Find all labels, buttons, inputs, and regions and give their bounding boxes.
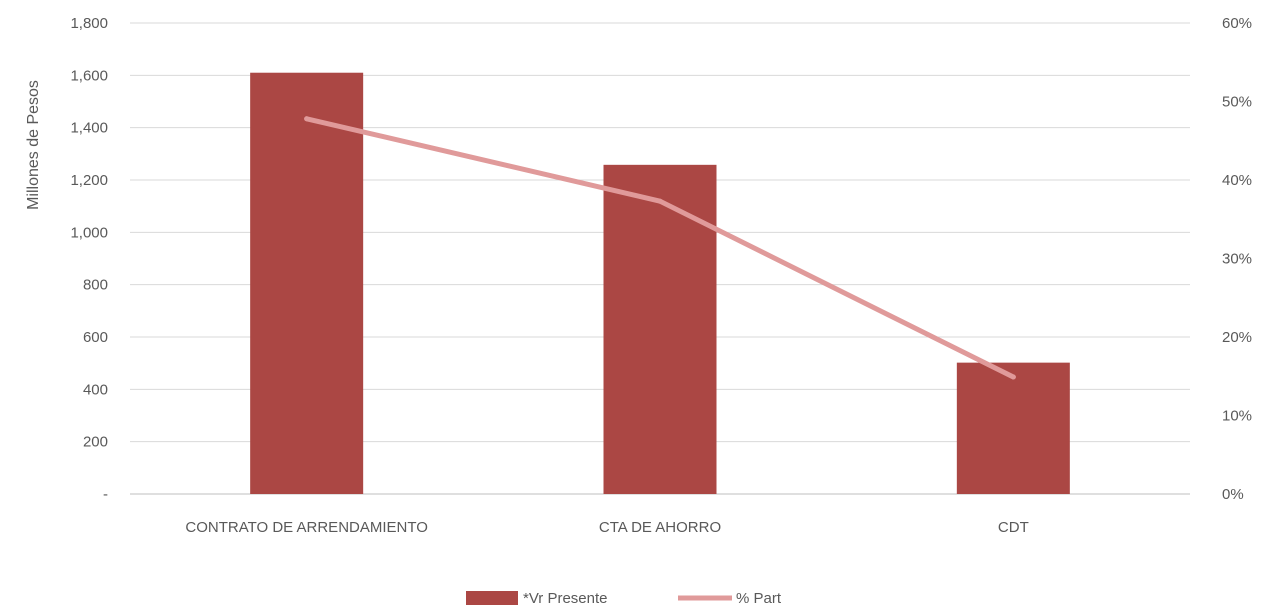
y-tick-label: 1,600 xyxy=(70,67,108,84)
x-axis-labels: CONTRATO DE ARRENDAMIENTO CTA DE AHORRO CD… xyxy=(185,519,1028,536)
y-axis-title: Millones de Pesos xyxy=(25,80,42,210)
line-point xyxy=(657,198,663,204)
y-tick-label: 1,800 xyxy=(70,15,108,32)
x-category-label: CDT xyxy=(998,519,1029,536)
y-tick-label: 600 xyxy=(83,329,108,346)
y-tick-label: 400 xyxy=(83,381,108,398)
y2-tick-label: 30% xyxy=(1222,251,1252,268)
y-tick-label: 1,400 xyxy=(70,120,108,137)
legend-label-line: % Part xyxy=(736,590,782,607)
y-axis-right-ticks: 0% 10% 20% 30% 40% 50% 60% xyxy=(1222,15,1252,503)
y-tick-label: 1,000 xyxy=(70,224,108,241)
y-tick-label: - xyxy=(103,486,108,503)
y2-tick-label: 10% xyxy=(1222,408,1252,425)
y2-tick-label: 20% xyxy=(1222,329,1252,346)
y2-tick-label: 50% xyxy=(1222,94,1252,111)
x-category-label: CONTRATO DE ARRENDAMIENTO xyxy=(185,519,428,536)
line-point xyxy=(304,116,310,122)
y2-tick-label: 60% xyxy=(1222,15,1252,32)
line-series xyxy=(304,116,1016,380)
bar xyxy=(956,362,1070,494)
y2-tick-label: 40% xyxy=(1222,172,1252,189)
bar xyxy=(250,72,364,494)
legend-swatch-bar xyxy=(466,591,518,605)
legend-label-bar: *Vr Presente xyxy=(523,590,608,607)
bar-series xyxy=(250,72,1070,494)
y-tick-label: 1,200 xyxy=(70,172,108,189)
bar xyxy=(603,164,717,494)
y-tick-label: 800 xyxy=(83,277,108,294)
y-axis-left-ticks: - 200 400 600 800 1,000 1,200 1,400 1,600 1,800 xyxy=(70,15,108,503)
y-tick-label: 200 xyxy=(83,434,108,451)
line-point xyxy=(1010,374,1016,380)
y2-tick-label: 0% xyxy=(1222,486,1244,503)
legend: *Vr Presente % Part xyxy=(466,590,782,607)
x-category-label: CTA DE AHORRO xyxy=(599,519,721,536)
